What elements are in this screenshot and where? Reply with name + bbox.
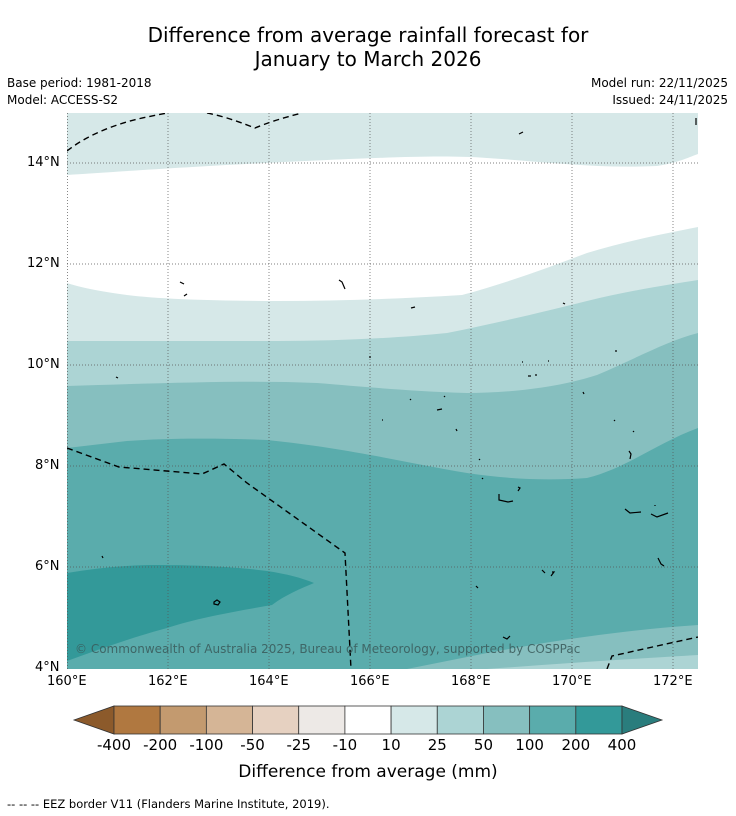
colorbar-tick-label: 10 — [381, 736, 401, 754]
lon-label-166e: 166°E — [350, 674, 390, 689]
islands — [101, 118, 697, 640]
colorbar-cell-3 — [205, 705, 253, 735]
map-title-line1: Difference from average rainfall forecas… — [147, 23, 589, 47]
colorbar-cell-7 — [390, 705, 438, 735]
lon-label-168e: 168°E — [451, 674, 491, 689]
base-period: Base period: 1981-2018 — [7, 76, 152, 90]
eez-borders — [67, 113, 698, 669]
colorbar-tick-label: -10 — [332, 736, 358, 754]
colorbar-tick-label: -200 — [143, 736, 178, 754]
map-title-line2: January to March 2026 — [254, 47, 482, 71]
colorbar-cell-1 — [113, 705, 161, 735]
colorbar-tick-label: 25 — [427, 736, 447, 754]
map-svg — [67, 113, 698, 669]
colorbar-tick-label: 400 — [607, 736, 637, 754]
lon-label-162e: 162°E — [148, 674, 188, 689]
colorbar-cell-4 — [252, 705, 300, 735]
band-25-50-south — [487, 655, 698, 669]
colorbar-cell-5 — [298, 705, 346, 735]
issued-date: Issued: 24/11/2025 — [612, 93, 728, 107]
lon-label-170e: 170°E — [552, 674, 592, 689]
model-run: Model run: 22/11/2025 — [590, 76, 728, 90]
lat-label-8n: 8°N — [35, 458, 60, 473]
colorbar-tick-label: -50 — [240, 736, 265, 754]
band-200-400 — [67, 565, 314, 661]
band-50-100-south — [67, 625, 698, 669]
colorbar-cell-6 — [344, 705, 392, 735]
colorbar-tick-label: -25 — [286, 736, 311, 754]
colorbar-tick-label: -100 — [189, 736, 224, 754]
colorbar-cell-10 — [529, 705, 577, 735]
lat-label-10n: 10°N — [27, 357, 60, 372]
lat-label-12n: 12°N — [27, 256, 60, 271]
colorbar-tick-label: -400 — [96, 736, 132, 754]
colorbar-cell-11 — [575, 705, 623, 735]
band-neutral — [67, 154, 698, 301]
lat-label-6n: 6°N — [35, 559, 60, 574]
colorbar — [72, 705, 664, 735]
graticule — [67, 113, 698, 669]
colorbar-cell-8 — [436, 705, 484, 735]
lat-label-14n: 14°N — [27, 155, 60, 170]
lon-label-164e: 164°E — [249, 674, 289, 689]
model-name: Model: ACCESS-S2 — [7, 93, 119, 107]
colorbar-arrow-right — [621, 705, 664, 735]
colorbar-tick-label: 200 — [561, 736, 591, 754]
lon-label-172e: 172°E — [653, 674, 693, 689]
lon-label-160e: 160°E — [47, 674, 87, 689]
copyright-notice: © Commonwealth of Australia 2025, Bureau… — [75, 642, 581, 656]
rainfall-map — [67, 113, 698, 669]
colorbar-cell-9 — [483, 705, 531, 735]
colorbar-cell-2 — [159, 705, 207, 735]
lat-label-4n: 4°N — [35, 660, 60, 675]
colorbar-arrow-left — [72, 705, 115, 735]
colorbar-tick-label: 50 — [473, 736, 493, 754]
colorbar-title: Difference from average (mm) — [238, 762, 498, 782]
eez-legend-note: -- -- -- EEZ border V11 (Flanders Marine… — [7, 797, 330, 811]
colorbar-tick-label: 100 — [515, 736, 544, 754]
